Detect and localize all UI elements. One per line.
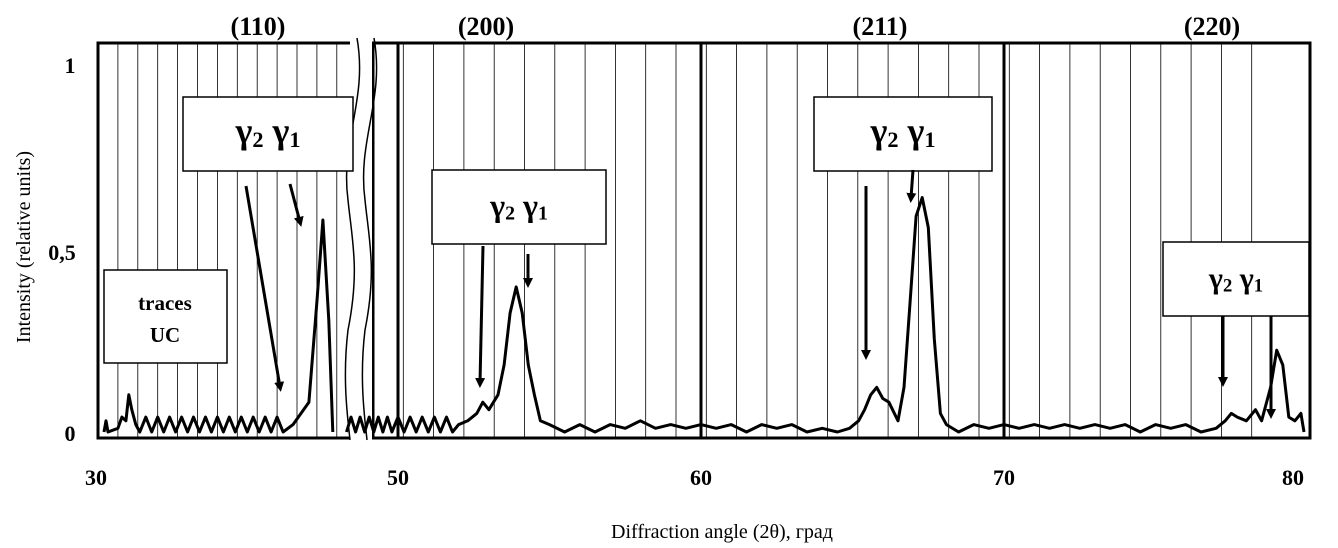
reflection-label-220: (220) xyxy=(1184,12,1240,41)
traces-uc-box: traces UC xyxy=(103,269,228,364)
reflection-label-110: (110) xyxy=(231,12,286,41)
x-tick-label-70: 70 xyxy=(993,465,1015,490)
arrow-200-gamma2 xyxy=(475,245,486,388)
gamma-label: γ2 γ1 xyxy=(1208,262,1263,297)
reflection-label-200: (200) xyxy=(458,12,514,41)
x-axis-title: Diffraction angle (2θ), град xyxy=(611,521,833,543)
gamma-box-211: γ2 γ1 xyxy=(813,96,993,172)
x-tick-label-50: 50 xyxy=(387,465,409,490)
plot-frames xyxy=(96,35,1312,445)
traces-label-line1: traces xyxy=(138,291,192,315)
reflection-label-211: (211) xyxy=(853,12,908,41)
arrow-110-gamma1 xyxy=(288,183,304,227)
y-tick-label-0: 0 xyxy=(65,421,76,446)
y-tick-label-1: 1 xyxy=(65,53,76,78)
y-axis-title: Intensity (relative units) xyxy=(13,151,35,343)
axis-break-mark-right xyxy=(361,37,378,441)
traces-label-line2: UC xyxy=(150,323,180,347)
x-tick-label-60: 60 xyxy=(690,465,712,490)
diffraction-curves xyxy=(102,196,1306,434)
gamma-label: γ2 γ1 xyxy=(235,111,301,152)
axis-break-gap xyxy=(350,35,372,445)
gamma-box-200: γ2 γ1 xyxy=(431,169,607,245)
y-tick-label-0-5: 0,5 xyxy=(48,240,76,265)
x-tick-label-80: 80 xyxy=(1282,465,1304,490)
axis-break-mark-left xyxy=(344,37,361,441)
arrow-110-gamma2 xyxy=(244,185,285,392)
gamma-box-220: γ2 γ1 xyxy=(1162,241,1310,317)
gamma-label: γ2 γ1 xyxy=(870,111,936,152)
plot-frame-right xyxy=(371,41,1312,440)
gamma-label: γ2 γ1 xyxy=(489,187,548,225)
gamma-box-110: γ2 γ1 xyxy=(182,96,354,172)
curve-segment-2 xyxy=(345,196,1306,434)
peak-arrows xyxy=(244,169,1276,419)
x-tick-label-30: 30 xyxy=(85,465,107,490)
curve-segment-1 xyxy=(102,218,335,434)
arrow-211-gamma1 xyxy=(906,169,917,203)
